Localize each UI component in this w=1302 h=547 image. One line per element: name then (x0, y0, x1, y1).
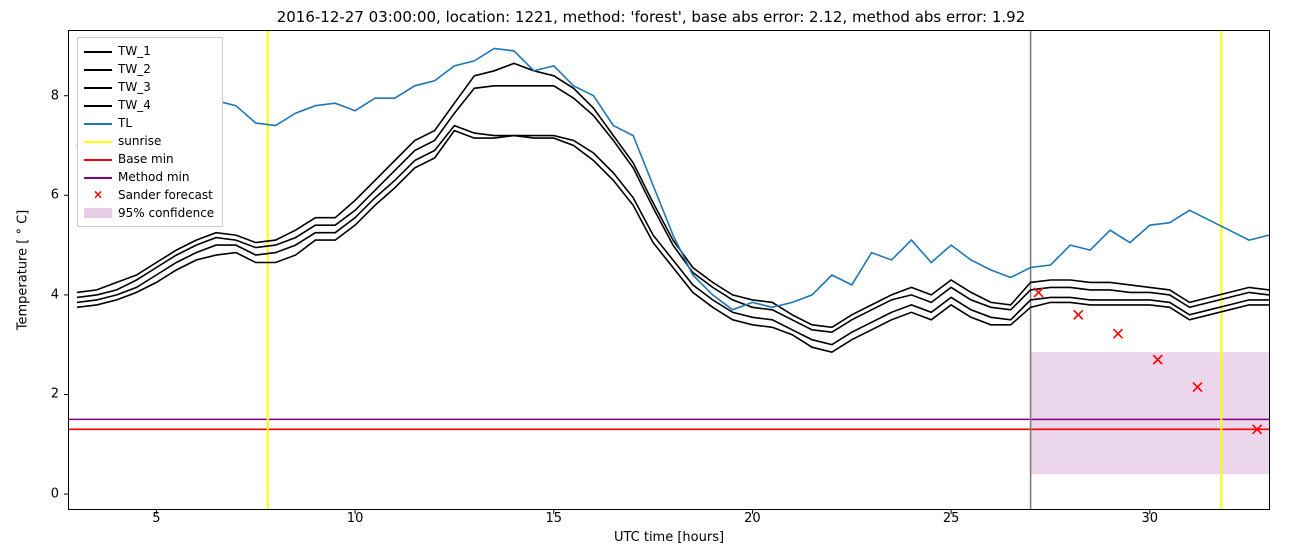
legend-swatch (84, 206, 112, 220)
legend-swatch: × (84, 188, 112, 202)
legend-swatch (84, 170, 112, 184)
legend-label: 95% confidence (118, 206, 214, 220)
y-axis-label: Temperature [ ° C] (16, 210, 31, 330)
x-tick-label: 30 (1142, 511, 1159, 526)
x-tick-label: 15 (545, 511, 562, 526)
figure: 2016-12-27 03:00:00, location: 1221, met… (0, 0, 1302, 547)
legend-row: TW_4 (84, 96, 214, 114)
x-axis-label: UTC time [hours] (614, 530, 724, 545)
legend-swatch (84, 80, 112, 94)
legend-label: Method min (118, 170, 189, 184)
legend-label: Sander forecast (118, 188, 213, 202)
legend-row: Base min (84, 150, 214, 168)
legend-label: TW_2 (118, 62, 151, 76)
legend-label: TW_1 (118, 44, 151, 58)
confidence-patch (1031, 352, 1269, 474)
legend-label: sunrise (118, 134, 161, 148)
legend-row: 95% confidence (84, 204, 214, 222)
legend-row: TW_1 (84, 42, 214, 60)
x-tick-label: 10 (347, 511, 364, 526)
legend-row: Method min (84, 168, 214, 186)
legend-swatch (84, 116, 112, 130)
legend-label: TL (118, 116, 132, 130)
y-tick-label: 2 (51, 387, 59, 402)
y-tick-label: 6 (51, 188, 59, 203)
plot-svg (69, 31, 1269, 509)
legend-row: TW_3 (84, 78, 214, 96)
x-tick-label: 25 (943, 511, 960, 526)
legend-row: TW_2 (84, 60, 214, 78)
legend-row: × Sander forecast (84, 186, 214, 204)
legend-label: Base min (118, 152, 174, 166)
x-tick-label: 5 (152, 511, 160, 526)
plot-area: TW_1 TW_2 TW_3 TW_4 TL sunrise Base min Method … (68, 30, 1270, 510)
legend-swatch (84, 98, 112, 112)
legend-swatch (84, 152, 112, 166)
legend-row: sunrise (84, 132, 214, 150)
legend-label: TW_4 (118, 98, 151, 112)
legend-swatch (84, 134, 112, 148)
x-tick-label: 20 (744, 511, 761, 526)
series-TW_4 (77, 131, 1269, 353)
plot-title: 2016-12-27 03:00:00, location: 1221, met… (0, 8, 1302, 26)
legend-label: TW_3 (118, 80, 151, 94)
series-TW_1 (77, 63, 1269, 327)
legend-swatch (84, 62, 112, 76)
series-TL (77, 48, 1269, 309)
y-tick-label: 8 (51, 88, 59, 103)
y-tick-label: 4 (51, 287, 59, 302)
legend-swatch (84, 44, 112, 58)
y-tick-label: 0 (51, 487, 59, 502)
legend-row: TL (84, 114, 214, 132)
legend: TW_1 TW_2 TW_3 TW_4 TL sunrise Base min Method … (77, 37, 223, 227)
